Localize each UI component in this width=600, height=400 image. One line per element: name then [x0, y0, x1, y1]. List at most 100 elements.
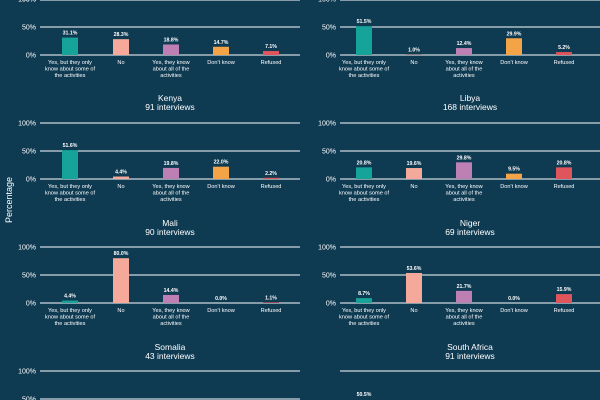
- x-tick-label: Yes, but they only know about some of the …: [339, 184, 390, 203]
- data-label: 28.3%: [114, 32, 129, 38]
- bar-no: [406, 54, 422, 55]
- y-tick-label: 50%: [22, 149, 36, 156]
- panel-8: 50.5%: [340, 370, 600, 398]
- bar-yes-they-know-about-all-of-the-activities: [163, 44, 179, 55]
- panel-title: Mali: [162, 218, 178, 228]
- panel-title: South Africa: [447, 342, 493, 352]
- x-tick-label: No: [117, 184, 124, 190]
- y-tick-label: 0%: [26, 301, 36, 308]
- panel-subtitle: 168 interviews: [443, 102, 497, 112]
- y-tick-label: 0%: [326, 301, 336, 308]
- panel-4: 0% 50% 100% 20.8% Yes, but they only know abo…: [318, 121, 600, 203]
- y-tick-label: 100%: [18, 0, 36, 4]
- data-label: 2.2%: [265, 171, 277, 177]
- y-tick-label: 100%: [18, 245, 36, 252]
- bar-refused: [263, 51, 279, 55]
- bar-refused: [556, 52, 572, 55]
- bar-don-t-know: [213, 46, 229, 55]
- x-tick-label: No: [117, 308, 124, 314]
- data-label: 14.7%: [214, 40, 229, 46]
- bar-yes-but-they-only-know-about-some-of-the-activities: [62, 37, 78, 55]
- panel-title: Niger: [460, 218, 480, 228]
- x-tick-label: Yes, but they only know about some of the …: [45, 308, 96, 327]
- panel-title-kenya: Kenya 91 interviews: [145, 93, 195, 112]
- panel-subtitle: 91 interviews: [445, 351, 495, 361]
- data-label: 19.8%: [164, 161, 179, 167]
- x-tick-label: Refused: [554, 60, 575, 66]
- bar-yes-they-know-about-all-of-the-activities: [163, 294, 179, 303]
- panel-title: Kenya: [158, 93, 182, 103]
- y-tick-label: 100%: [318, 121, 336, 128]
- bar-yes-they-know-about-all-of-the-activities: [456, 48, 472, 55]
- bar-yes-they-know-about-all-of-the-activities: [456, 290, 472, 303]
- y-tick-label: 50%: [22, 273, 36, 280]
- data-label: 21.7%: [457, 284, 472, 290]
- y-tick-label: 50%: [322, 25, 336, 32]
- bar-yes-but-they-only-know-about-some-of-the-activities: [62, 150, 78, 179]
- panel-subtitle: 69 interviews: [445, 227, 495, 237]
- y-tick-label: 50%: [322, 149, 336, 156]
- data-label: 20.8%: [357, 160, 372, 166]
- panel-5: 0% 50% 100% 4.4% Yes, but they only know abou…: [18, 245, 300, 327]
- panel-title-south-africa: South Africa 91 interviews: [445, 342, 495, 361]
- panel-subtitle: 90 interviews: [145, 227, 195, 237]
- y-tick-label: 0%: [26, 53, 36, 60]
- y-tick-label: 100%: [18, 369, 36, 376]
- x-tick-label: Yes, they know about all of the activities: [445, 60, 483, 79]
- x-tick-label: Yes, but they only know about some of the …: [339, 308, 390, 327]
- data-label: 4.4%: [64, 294, 76, 300]
- bar-yes-but-they-only-know-about-some-of-the-activities: [356, 167, 372, 179]
- data-label: 29.9%: [507, 31, 522, 37]
- y-tick-label: 100%: [18, 0, 36, 4]
- data-label: 22.0%: [214, 160, 229, 166]
- y-tick-label: 50%: [22, 397, 36, 400]
- y-tick-label: 100%: [318, 245, 336, 252]
- data-label: 1.1%: [265, 295, 277, 301]
- x-tick-label: Don't know: [207, 60, 235, 66]
- x-tick-label: Don't know: [207, 184, 235, 190]
- bar-don-t-know: [213, 166, 229, 179]
- bar-no: [113, 39, 129, 55]
- bar-yes-but-they-only-know-about-some-of-the-activities: [356, 298, 372, 303]
- panel-title-somalia: Somalia 43 interviews: [145, 342, 195, 361]
- x-tick-label: Yes, they know about all of the activities: [152, 308, 190, 327]
- data-label: 20.8%: [557, 160, 572, 166]
- panel-title-mali: Mali 90 interviews: [145, 218, 195, 237]
- x-tick-label: Refused: [261, 184, 282, 190]
- data-label: 50.5%: [357, 392, 372, 398]
- data-label: 14.4%: [164, 288, 179, 294]
- y-tick-label: 50%: [322, 273, 336, 280]
- x-tick-label: Yes, but they only know about some of the …: [45, 184, 96, 203]
- y-tick-label: 0%: [326, 53, 336, 60]
- data-label: 7.1%: [265, 44, 277, 50]
- data-label: 15.9%: [557, 287, 572, 293]
- panel-6: 0% 50% 100% 8.7% Yes, but they only know abou…: [318, 245, 600, 327]
- y-tick-label: 0%: [326, 177, 336, 184]
- panel-subtitle: 91 interviews: [145, 102, 195, 112]
- data-label: 5.2%: [558, 45, 570, 51]
- panel-7: 100% 50%: [18, 369, 300, 400]
- data-label: 53.6%: [407, 266, 422, 272]
- x-tick-label: Yes, they know about all of the activities: [445, 184, 483, 203]
- data-label: 51.5%: [357, 19, 372, 25]
- data-label: 8.7%: [358, 291, 370, 297]
- y-tick-label: 100%: [318, 0, 336, 4]
- bar-refused: [556, 294, 572, 303]
- x-tick-label: Don't know: [500, 308, 528, 314]
- y-tick-label: 50%: [22, 25, 36, 32]
- chart-panels: 0% 50% 100% 31.1% Yes, but they only know abo…: [18, 0, 600, 400]
- x-tick-label: Yes, they know about all of the activities: [152, 184, 190, 203]
- x-tick-label: No: [410, 184, 417, 190]
- bar-no: [406, 272, 422, 303]
- panel-subtitle: 43 interviews: [145, 351, 195, 361]
- data-label: 0.0%: [215, 296, 227, 302]
- data-label: 51.6%: [63, 143, 78, 149]
- data-label: 29.8%: [457, 155, 472, 161]
- x-tick-label: Refused: [554, 184, 575, 190]
- data-label: 12.4%: [457, 41, 472, 47]
- data-label: 31.1%: [63, 31, 78, 37]
- x-tick-label: Refused: [261, 60, 282, 66]
- x-tick-label: Yes, they know about all of the activities: [152, 60, 190, 79]
- data-label: 18.8%: [164, 37, 179, 43]
- x-tick-label: Yes, but they only know about some of the …: [45, 60, 96, 79]
